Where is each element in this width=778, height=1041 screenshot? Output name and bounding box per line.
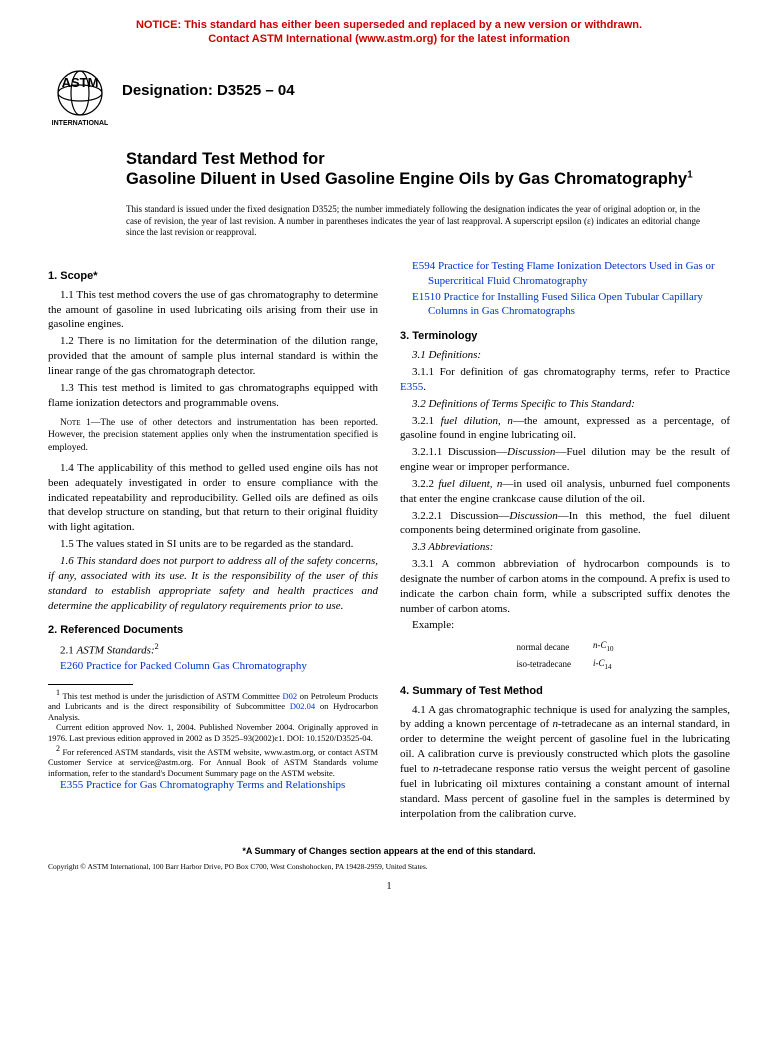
ref-e1510[interactable]: E1510 Practice for Installing Fused Sili… [400,290,730,320]
para-2-1-label: 2.1 [60,645,77,657]
ref-e355-id: E355 [60,779,83,791]
ref-e1510-id: E1510 [412,291,441,303]
ref-e355[interactable]: E355 Practice for Gas Chromatography Ter… [48,778,378,793]
ex-name-2: iso-tetradecane [507,657,581,672]
para-1-6: 1.6 This standard does not purport to ad… [48,554,378,613]
section-1-head: 1. Scope* [48,269,378,284]
footnote-1-p2: Current edition approved Nov. 1, 2004. P… [48,722,378,743]
title-block: Standard Test Method for Gasoline Diluen… [126,149,730,190]
title-line1: Standard Test Method for [126,150,325,168]
ref-e594-id: E594 [412,260,435,272]
para-3-1: 3.1 Definitions: [400,348,730,363]
para-3-2-2: 3.2.2 fuel diluent, n—in used oil analys… [400,477,730,507]
ref-e260-title: Practice for Packed Column Gas Chromatog… [86,660,307,672]
para-1-2: 1.2 There is no limitation for the deter… [48,334,378,379]
page-number: 1 [48,880,730,894]
para-3-3: 3.3 Abbreviations: [400,540,730,555]
issuance-statement: This standard is issued under the fixed … [126,204,700,239]
footnote-2: 2 For referenced ASTM standards, visit t… [48,744,378,779]
example-table: normal decane n-C10 iso-tetradecane i-C1… [505,637,626,673]
link-d0204[interactable]: D02.04 [290,701,315,711]
para-1-4: 1.4 The applicability of this method to … [48,461,378,535]
footnote-1: 1 This test method is under the jurisdic… [48,688,378,723]
title-line2: Gasoline Diluent in Used Gasoline Engine… [126,170,687,188]
document-title: Standard Test Method for Gasoline Diluen… [126,149,730,190]
ref-e1510-title: Practice for Installing Fused Silica Ope… [428,291,703,318]
footnote-block: 1 This test method is under the jurisdic… [48,684,378,779]
example-label: Example: [400,618,730,633]
designation: Designation: D3525 – 04 [122,63,295,101]
header: ASTM INTERNATIONAL Designation: D3525 – … [48,63,730,127]
table-row: iso-tetradecane i-C14 [507,657,624,672]
ref-e594-title: Practice for Testing Flame Ionization De… [428,260,715,287]
section-2-head: 2. Referenced Documents [48,623,378,638]
notice-line2: Contact ASTM International (www.astm.org… [208,33,570,45]
section-4-head: 4. Summary of Test Method [400,684,730,699]
ref-e355-title: Practice for Gas Chromatography Terms an… [86,779,345,791]
astm-logo: ASTM INTERNATIONAL [48,63,112,127]
body-columns: 1. Scope* 1.1 This test method covers th… [48,259,730,821]
ref-e594[interactable]: E594 Practice for Testing Flame Ionizati… [400,259,730,289]
ex-sym-2: i-C14 [583,657,624,672]
para-1-1: 1.1 This test method covers the use of g… [48,288,378,333]
ref-e260-id: E260 [60,660,83,672]
summary-changes-note: *A Summary of Changes section appears at… [48,845,730,857]
para-2-1: 2.1 ASTM Standards:2 [48,642,378,659]
para-3-2-2-1: 3.2.2.1 Discussion—Discussion—In this me… [400,509,730,539]
link-d02[interactable]: D02 [283,690,298,700]
ex-name-1: normal decane [507,639,581,654]
footnote-rule [48,684,133,685]
notice-line1: NOTICE: This standard has either been su… [136,19,642,31]
para-3-2-1: 3.2.1 fuel dilution, n—the amount, expre… [400,414,730,444]
para-1-3: 1.3 This test method is limited to gas c… [48,381,378,411]
copyright: Copyright © ASTM International, 100 Barr… [48,862,730,872]
astm-standards-label: ASTM Standards: [77,645,155,657]
ex-sym-1: n-C10 [583,639,624,654]
para-3-3-1: 3.3.1 A common abbreviation of hydrocarb… [400,557,730,616]
para-4-1: 4.1 A gas chromatographic technique is u… [400,703,730,822]
document-page: NOTICE: This standard has either been su… [0,0,778,917]
supersession-notice: NOTICE: This standard has either been su… [48,18,730,47]
para-1-5: 1.5 The values stated in SI units are to… [48,537,378,552]
title-footnote-ref: 1 [687,170,693,181]
footnote-2-ref: 2 [155,642,159,651]
para-3-2: 3.2 Definitions of Terms Specific to Thi… [400,397,730,412]
note-1-label: Note 1— [60,418,100,428]
ref-e260[interactable]: E260 Practice for Packed Column Gas Chro… [48,659,378,674]
svg-text:ASTM: ASTM [62,75,99,90]
link-e355[interactable]: E355 [400,381,423,393]
para-3-1-1: 3.1.1 For definition of gas chromatograp… [400,365,730,395]
table-row: normal decane n-C10 [507,639,624,654]
svg-text:INTERNATIONAL: INTERNATIONAL [52,120,109,127]
section-3-head: 3. Terminology [400,329,730,344]
note-1: Note 1—The use of other detectors and in… [48,417,378,455]
para-3-2-1-1: 3.2.1.1 Discussion—Discussion—Fuel dilut… [400,445,730,475]
